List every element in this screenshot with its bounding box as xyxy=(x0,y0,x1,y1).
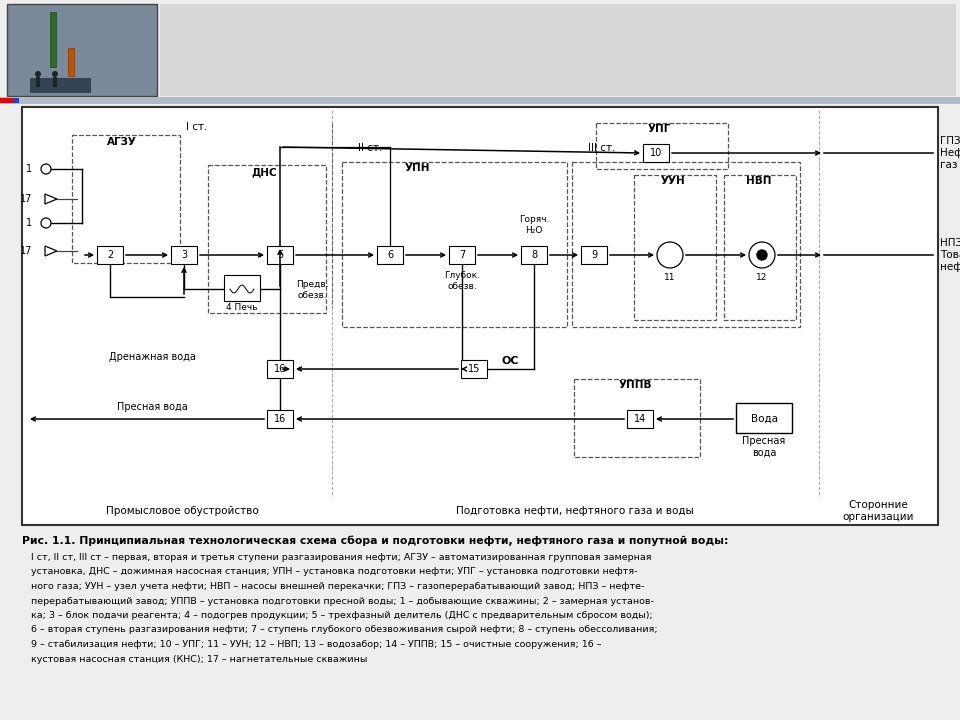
Bar xyxy=(449,246,475,264)
Text: Рис. 1.1. Принципиальная технологическая схема сбора и подготовки нефти, нефтяно: Рис. 1.1. Принципиальная технологическая… xyxy=(22,535,729,546)
Text: УПГ: УПГ xyxy=(647,124,671,134)
Text: Горяч.
Н₂О: Горяч. Н₂О xyxy=(518,215,549,235)
Text: Подготовка нефти, нефтяного газа и воды: Подготовка нефти, нефтяного газа и воды xyxy=(456,506,694,516)
Text: НВП: НВП xyxy=(746,176,772,186)
Text: 7: 7 xyxy=(459,250,466,260)
Text: 16: 16 xyxy=(274,414,286,424)
Text: Предв.
обезв.: Предв. обезв. xyxy=(296,280,328,300)
Circle shape xyxy=(757,250,767,260)
Circle shape xyxy=(657,242,683,268)
Text: НПЗ
Товарная
нефть: НПЗ Товарная нефть xyxy=(940,238,960,271)
Text: перерабатывающий завод; УППВ – установка подготовки пресной воды; 1 – добывающие: перерабатывающий завод; УППВ – установка… xyxy=(22,596,654,606)
Text: ного газа; УУН – узел учета нефти; НВП – насосы внешней перекачки; ГПЗ – газопер: ного газа; УУН – узел учета нефти; НВП –… xyxy=(22,582,644,591)
Text: I ст, II ст, III ст – первая, вторая и третья ступени разгазирования нефти; АГЗУ: I ст, II ст, III ст – первая, вторая и т… xyxy=(22,553,652,562)
Circle shape xyxy=(35,71,41,77)
Text: Глубок.
обезв.: Глубок. обезв. xyxy=(444,271,480,291)
Text: ДНС: ДНС xyxy=(252,167,276,177)
Text: 6: 6 xyxy=(387,250,393,260)
Text: 17: 17 xyxy=(19,246,32,256)
Bar xyxy=(30,78,90,92)
Text: 2: 2 xyxy=(107,250,113,260)
Bar xyxy=(0,98,13,103)
Bar xyxy=(0,97,960,104)
Polygon shape xyxy=(45,194,57,204)
Bar xyxy=(208,165,326,313)
Bar xyxy=(572,162,800,327)
Text: 16: 16 xyxy=(274,364,286,374)
Bar xyxy=(724,175,796,320)
Bar xyxy=(36,77,40,87)
Bar xyxy=(574,379,700,457)
Bar xyxy=(13,98,19,103)
Text: 3: 3 xyxy=(180,250,187,260)
Bar xyxy=(7,4,157,96)
Text: 6 – вторая ступень разгазирования нефти; 7 – ступень глубокого обезвоживания сыр: 6 – вторая ступень разгазирования нефти;… xyxy=(22,626,658,634)
Text: 8: 8 xyxy=(531,250,537,260)
Circle shape xyxy=(41,164,51,174)
Bar xyxy=(267,246,293,264)
Bar xyxy=(581,246,607,264)
Bar xyxy=(160,4,956,96)
Text: 4 Печь: 4 Печь xyxy=(227,302,257,312)
Circle shape xyxy=(749,242,775,268)
Text: кустовая насосная станция (КНС); 17 – нагнетательные скважины: кустовая насосная станция (КНС); 17 – на… xyxy=(22,654,368,664)
Bar xyxy=(736,403,792,433)
Polygon shape xyxy=(45,246,57,256)
Text: Сторонние
организации: Сторонние организации xyxy=(842,500,914,522)
Text: 15: 15 xyxy=(468,364,480,374)
Text: ка; 3 – блок подачи реагента; 4 – подогрев продукции; 5 – трехфазный делитель (Д: ка; 3 – блок подачи реагента; 4 – подогр… xyxy=(22,611,653,620)
Bar xyxy=(377,246,403,264)
Bar xyxy=(68,48,74,76)
Text: установка, ДНС – дожимная насосная станция; УПН – установка подготовки нефти; УП: установка, ДНС – дожимная насосная станц… xyxy=(22,567,637,577)
Text: АГЗУ: АГЗУ xyxy=(108,137,137,147)
Text: 10: 10 xyxy=(650,148,662,158)
Text: Пресная вода: Пресная вода xyxy=(116,402,187,412)
Bar xyxy=(267,410,293,428)
Text: Промысловое обустройство: Промысловое обустройство xyxy=(106,506,258,516)
Text: I ст.: I ст. xyxy=(186,122,207,132)
Bar xyxy=(50,12,56,67)
Text: 1: 1 xyxy=(26,218,32,228)
Text: Вода: Вода xyxy=(751,414,778,424)
Text: 17: 17 xyxy=(19,194,32,204)
Bar xyxy=(267,360,293,378)
Text: 1: 1 xyxy=(26,164,32,174)
Circle shape xyxy=(41,218,51,228)
Text: 9 – стабилизация нефти; 10 – УПГ; 11 – УУН; 12 – НВП; 13 – водозабор; 14 – УППВ;: 9 – стабилизация нефти; 10 – УПГ; 11 – У… xyxy=(22,640,602,649)
Bar xyxy=(643,144,669,162)
Bar xyxy=(342,162,567,327)
Text: ОС: ОС xyxy=(501,356,518,366)
Text: УППВ: УППВ xyxy=(618,380,652,390)
Text: 5: 5 xyxy=(276,250,283,260)
Text: 14: 14 xyxy=(634,414,646,424)
Text: 9: 9 xyxy=(591,250,597,260)
Bar xyxy=(53,77,57,87)
Bar xyxy=(171,246,197,264)
Text: 11: 11 xyxy=(664,272,676,282)
Bar xyxy=(97,246,123,264)
Bar xyxy=(634,175,716,320)
Bar xyxy=(224,275,260,301)
Text: УПН: УПН xyxy=(404,163,430,173)
Bar xyxy=(461,360,487,378)
Bar xyxy=(627,410,653,428)
Bar xyxy=(72,135,180,263)
Text: Пресная
вода: Пресная вода xyxy=(742,436,785,458)
Text: 12: 12 xyxy=(756,272,768,282)
Bar xyxy=(22,107,938,525)
Bar xyxy=(521,246,547,264)
Bar xyxy=(596,123,728,169)
Text: ГПЗ
Нефтяной
газ: ГПЗ Нефтяной газ xyxy=(940,136,960,170)
Text: УУН: УУН xyxy=(660,176,685,186)
Text: III ст.: III ст. xyxy=(588,143,615,153)
Text: Дренажная вода: Дренажная вода xyxy=(108,352,196,362)
Circle shape xyxy=(52,71,58,77)
Text: II ст.: II ст. xyxy=(358,143,382,153)
